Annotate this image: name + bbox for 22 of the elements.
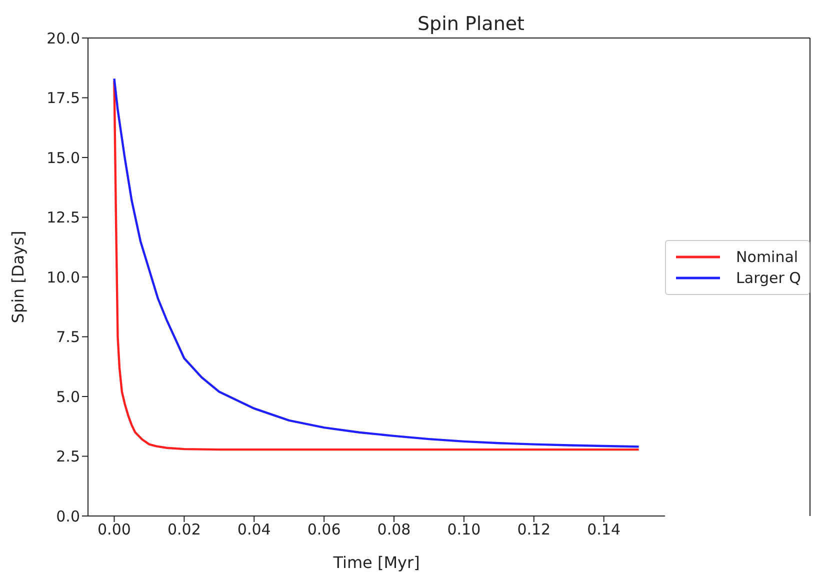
x-tick-label: 0.00 (98, 520, 131, 539)
y-axis-title: Spin [Days] (8, 230, 28, 324)
x-tick-label: 0.06 (307, 520, 341, 539)
x-tick-label: 0.10 (447, 520, 481, 539)
y-tick-label: 10.0 (46, 268, 80, 286)
y-tick-label: 2.5 (56, 448, 80, 466)
x-tick-label: 0.14 (587, 520, 621, 539)
y-tick-label: 12.5 (46, 208, 80, 227)
y-tick-label: 15.0 (46, 148, 80, 167)
y-tick-label: 0.0 (56, 507, 80, 526)
x-tick-label: 0.08 (377, 520, 411, 539)
x-tick-label: 0.02 (167, 520, 201, 539)
y-tick-label: 7.5 (56, 328, 80, 346)
x-tick-label: 0.12 (517, 520, 551, 539)
y-tick-label: 5.0 (56, 388, 80, 406)
legend-label: Nominal (736, 248, 798, 266)
y-tick-label: 20.0 (46, 29, 80, 48)
x-tick-label: 0.04 (237, 520, 271, 539)
legend-label: Larger Q (736, 269, 801, 287)
chart-title: Spin Planet (417, 13, 525, 35)
x-axis-title: Time [Myr] (332, 553, 420, 572)
y-tick-label: 17.5 (46, 89, 80, 108)
